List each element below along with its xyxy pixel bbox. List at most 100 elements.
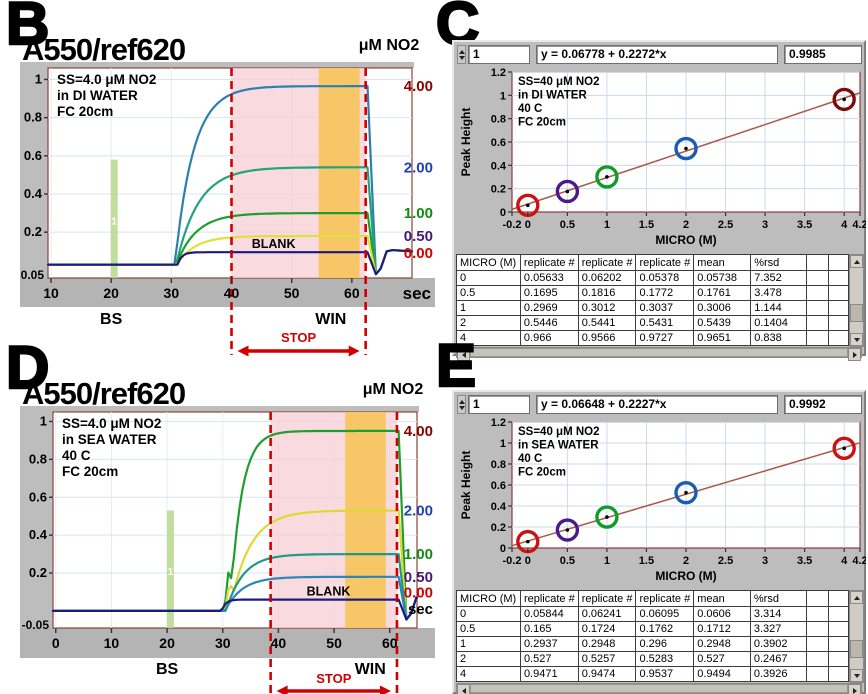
table-cell[interactable]: 2 [456, 651, 521, 667]
column-header[interactable] [828, 254, 850, 271]
table-cell[interactable]: 0.165 [519, 621, 579, 637]
table-cell[interactable] [828, 651, 850, 667]
fit-order-spinner-e[interactable] [457, 395, 466, 414]
table-cell[interactable]: 0.5441 [577, 315, 637, 331]
spinner-down-icon[interactable] [458, 55, 465, 60]
table-cell[interactable]: 0.05633 [519, 270, 579, 286]
fit-order-spinner-c[interactable] [457, 45, 466, 64]
table-cell[interactable]: 0.2969 [519, 300, 579, 316]
scrollbar-track[interactable] [850, 268, 863, 333]
column-header[interactable]: replicate # [519, 590, 579, 607]
table-cell[interactable]: 0.2937 [519, 636, 579, 652]
table-cell[interactable]: 1.144 [750, 300, 807, 316]
table-cell[interactable]: 0.9494 [693, 666, 751, 682]
table-cell[interactable]: 0.2948 [693, 636, 751, 652]
r-squared-field-c[interactable]: 0.9985 [784, 45, 862, 64]
table-cell[interactable]: 0.3012 [577, 300, 637, 316]
table-cell[interactable]: 4 [456, 330, 521, 346]
table-cell[interactable]: 0.9651 [693, 330, 752, 346]
table-cell[interactable]: 3.314 [749, 606, 807, 622]
table-cell[interactable]: 0.1816 [577, 285, 637, 301]
table-cell[interactable]: 2 [456, 315, 521, 331]
table-cell[interactable]: 0.06095 [635, 606, 695, 622]
table-cell[interactable]: 0 [456, 606, 521, 622]
column-header[interactable]: replicate # [519, 254, 579, 271]
table-cell[interactable]: 0.1761 [693, 285, 752, 301]
scrollbar-thumb[interactable] [850, 639, 863, 658]
table-cell[interactable] [828, 285, 850, 301]
table-cell[interactable]: 0.9727 [635, 330, 695, 346]
column-header[interactable]: mean [693, 254, 752, 271]
scroll-left-button[interactable] [457, 348, 470, 361]
table-cell[interactable] [805, 315, 830, 331]
table-cell[interactable]: 0.838 [750, 330, 807, 346]
table-cell[interactable]: 7.352 [750, 270, 807, 286]
table-cell[interactable] [805, 285, 830, 301]
table-cell[interactable] [828, 666, 850, 682]
table-cell[interactable]: 0.06202 [577, 270, 637, 286]
column-header[interactable]: %rsd [749, 590, 807, 607]
spinner-up-icon[interactable] [458, 399, 465, 404]
table-cell[interactable]: 0.05738 [693, 270, 752, 286]
table-cell[interactable] [828, 270, 850, 286]
table-cell[interactable] [828, 606, 850, 622]
scroll-up-button[interactable] [850, 591, 863, 604]
table-cell[interactable] [805, 651, 830, 667]
table-cell[interactable] [805, 606, 830, 622]
scroll-down-button[interactable] [850, 669, 863, 682]
table-horizontal-scrollbar-c[interactable] [456, 347, 862, 361]
spinner-up-icon[interactable] [458, 49, 465, 54]
table-vertical-scrollbar-c[interactable] [849, 254, 864, 347]
column-header[interactable]: mean [693, 590, 751, 607]
table-cell[interactable]: 0.1772 [635, 285, 695, 301]
column-header[interactable]: replicate # [577, 590, 637, 607]
table-cell[interactable] [828, 330, 850, 346]
table-cell[interactable]: 0.527 [519, 651, 579, 667]
table-cell[interactable]: 0.9474 [577, 666, 637, 682]
table-cell[interactable]: 0.1762 [635, 621, 695, 637]
table-cell[interactable]: 1 [456, 300, 521, 316]
column-header[interactable]: replicate # [635, 254, 695, 271]
table-cell[interactable]: 0.06241 [577, 606, 637, 622]
table-cell[interactable]: 0.3926 [749, 666, 807, 682]
column-header[interactable] [805, 254, 830, 271]
column-header[interactable]: replicate # [577, 254, 637, 271]
scroll-down-button[interactable] [850, 333, 863, 346]
column-header[interactable]: MICRO (M) [456, 254, 521, 271]
scrollbar-thumb[interactable] [850, 303, 863, 322]
fit-equation-field-c[interactable]: y = 0.06778 + 0.2272*x [536, 45, 778, 64]
table-cell[interactable]: 0.3037 [635, 300, 695, 316]
table-cell[interactable] [805, 621, 830, 637]
table-cell[interactable] [805, 330, 830, 346]
table-cell[interactable]: 0.2948 [577, 636, 637, 652]
table-cell[interactable] [805, 270, 830, 286]
table-cell[interactable] [828, 621, 850, 637]
table-horizontal-scrollbar-e[interactable] [456, 683, 862, 694]
table-cell[interactable]: 0.1695 [519, 285, 579, 301]
table-cell[interactable]: 0.5257 [577, 651, 637, 667]
table-cell[interactable]: 0.0606 [693, 606, 751, 622]
table-cell[interactable]: 0.9566 [577, 330, 637, 346]
table-cell[interactable]: 0.05844 [519, 606, 579, 622]
column-header[interactable] [805, 590, 830, 607]
table-cell[interactable]: 0.3006 [693, 300, 752, 316]
scrollbar-thumb[interactable] [470, 684, 848, 693]
table-cell[interactable]: 0.5431 [635, 315, 695, 331]
table-cell[interactable]: 0.2467 [749, 651, 807, 667]
table-cell[interactable]: 3.478 [750, 285, 807, 301]
table-cell[interactable] [828, 300, 850, 316]
table-cell[interactable]: 0.5 [456, 285, 521, 301]
column-header[interactable]: replicate # [635, 590, 695, 607]
table-cell[interactable]: 0.966 [519, 330, 579, 346]
scroll-left-button[interactable] [457, 684, 470, 694]
table-cell[interactable]: 0.3902 [749, 636, 807, 652]
fit-order-field-c[interactable]: 1 [468, 45, 530, 64]
table-cell[interactable] [805, 636, 830, 652]
spinner-down-icon[interactable] [458, 405, 465, 410]
table-cell[interactable] [805, 300, 830, 316]
table-cell[interactable]: 0.9537 [635, 666, 695, 682]
table-cell[interactable]: 0.5 [456, 621, 521, 637]
r-squared-field-e[interactable]: 0.9992 [784, 395, 862, 414]
table-cell[interactable]: 0.1712 [693, 621, 751, 637]
table-cell[interactable]: 0 [456, 270, 521, 286]
